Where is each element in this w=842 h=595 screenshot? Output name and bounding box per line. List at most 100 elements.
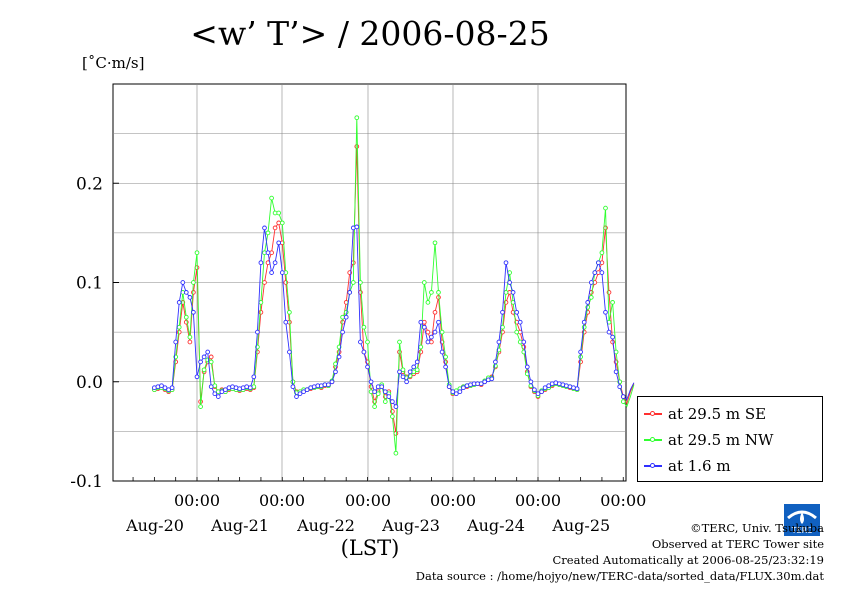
data-point xyxy=(532,387,537,393)
data-point xyxy=(539,389,544,395)
data-point xyxy=(361,324,367,330)
data-point xyxy=(301,389,306,395)
data-point xyxy=(493,359,498,365)
data-point xyxy=(358,280,363,285)
data-point xyxy=(159,383,164,389)
data-point xyxy=(223,387,228,393)
y-axis-unit-label: [˚C·m/s] xyxy=(82,54,145,72)
data-point xyxy=(546,383,552,389)
data-point xyxy=(443,364,448,370)
x-tick-time-label: 00:00 xyxy=(345,491,391,510)
data-point xyxy=(201,367,207,373)
legend-item-29.5m-se: at 29.5 m SE xyxy=(644,401,816,427)
data-point xyxy=(272,260,278,266)
data-point xyxy=(194,250,200,256)
data-point xyxy=(610,300,615,305)
x-tick-date-label: Aug-22 xyxy=(296,516,355,535)
data-point xyxy=(251,374,257,380)
copyright-text: ©TERC, Univ. Tsukuba xyxy=(690,521,824,535)
terc-logo: TERC xyxy=(784,504,820,536)
x-tick-date-label: Aug-20 xyxy=(125,516,184,535)
data-point xyxy=(287,349,292,355)
data-point xyxy=(208,354,214,360)
data-point xyxy=(517,319,523,325)
x-tick-time-label: 00:00 xyxy=(174,491,220,510)
observed-text: Observed at TERC Tower site xyxy=(651,537,824,551)
data-point xyxy=(265,230,271,236)
x-tick-time-label: 00:00 xyxy=(600,491,646,510)
data-point xyxy=(269,195,274,201)
legend-marker-blue xyxy=(644,460,662,472)
data-point xyxy=(507,280,512,285)
data-point xyxy=(421,324,427,330)
data-point xyxy=(365,364,370,370)
data-point xyxy=(425,300,431,305)
data-point xyxy=(258,260,264,266)
data-point xyxy=(279,270,285,275)
data-point xyxy=(596,260,601,266)
legend-item-29.5m-nw: at 29.5 m NW xyxy=(644,427,816,453)
data-point xyxy=(450,389,456,395)
data-point xyxy=(397,369,402,375)
data-point xyxy=(528,379,534,385)
created-text: Created Automatically at 2006-08-25/23:3… xyxy=(552,553,825,567)
y-tick-label: 0.0 xyxy=(76,373,103,393)
x-tick-time-label: 00:00 xyxy=(259,491,305,510)
legend-label: at 29.5 m SE xyxy=(668,405,767,423)
data-point xyxy=(361,349,367,355)
data-point xyxy=(407,369,413,375)
data-point xyxy=(432,309,438,315)
data-point xyxy=(397,339,402,345)
data-point xyxy=(500,309,505,315)
data-point xyxy=(535,391,541,397)
data-point xyxy=(191,280,196,285)
data-point xyxy=(382,389,388,395)
chart-title: <w’ T’> / 2006-08-25 xyxy=(190,14,550,53)
data-point xyxy=(297,391,303,397)
data-point xyxy=(272,225,278,231)
data-point xyxy=(258,300,264,305)
data-point xyxy=(375,391,381,397)
data-point xyxy=(169,385,175,391)
data-point xyxy=(212,391,218,397)
data-point xyxy=(429,334,434,340)
data-point xyxy=(180,280,186,285)
data-point xyxy=(365,339,370,345)
data-point xyxy=(162,385,168,391)
data-point xyxy=(425,329,431,335)
data-point xyxy=(578,349,583,355)
x-tick-time-label: 00:00 xyxy=(430,491,476,510)
data-point xyxy=(503,290,509,295)
data-point xyxy=(198,404,203,409)
data-point xyxy=(329,379,335,385)
data-point xyxy=(606,329,612,335)
y-tick-label: 0.1 xyxy=(76,274,103,294)
data-point xyxy=(610,334,615,340)
data-point xyxy=(603,309,608,315)
data-point xyxy=(585,300,591,305)
data-point xyxy=(599,250,605,256)
data-point xyxy=(521,339,527,345)
data-point xyxy=(436,290,441,295)
data-point xyxy=(574,386,580,392)
data-point xyxy=(187,295,193,300)
y-tick-label: 0.2 xyxy=(76,174,103,194)
data-point xyxy=(446,384,452,390)
data-point xyxy=(478,381,484,387)
data-point xyxy=(372,389,377,395)
data-point xyxy=(350,280,356,285)
data-point xyxy=(432,329,438,335)
data-point xyxy=(219,389,225,395)
legend: at 29.5 m SE at 29.5 m NW at 1.6 m xyxy=(637,396,823,482)
data-point xyxy=(581,319,587,325)
data-point xyxy=(354,224,360,230)
data-point xyxy=(187,334,193,340)
data-point xyxy=(386,394,392,399)
data-point xyxy=(379,384,385,390)
legend-item-1.6m: at 1.6 m xyxy=(644,453,816,479)
x-tick-date-label: Aug-25 xyxy=(551,516,610,535)
data-point xyxy=(439,349,445,355)
data-point xyxy=(358,339,363,345)
data-point xyxy=(336,354,342,360)
